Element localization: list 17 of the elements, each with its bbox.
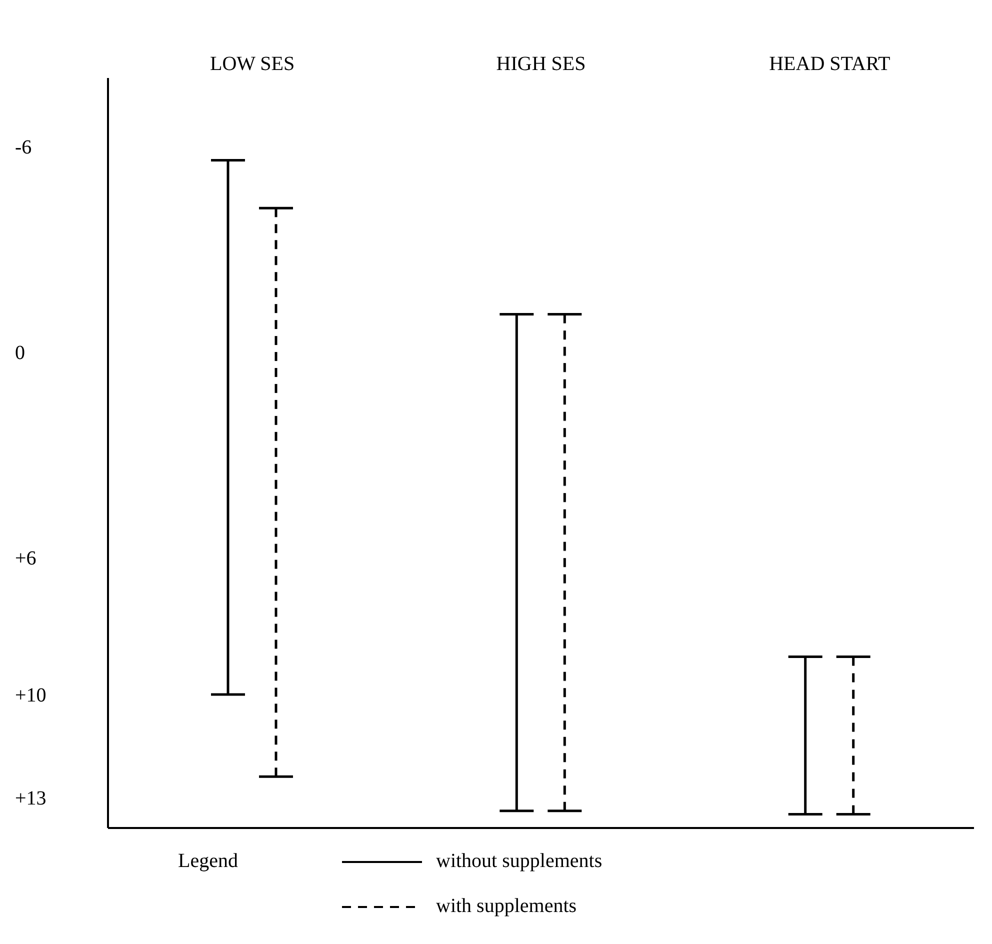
bar [515, 314, 518, 811]
x-tick-label: LOW SES [210, 53, 295, 75]
x-tick-label: HIGH SES [496, 53, 586, 75]
x-tick-label: HEAD START [769, 53, 890, 75]
legend-title: Legend [178, 850, 238, 872]
bar [563, 314, 566, 811]
bar [852, 656, 855, 814]
y-tick-label: +6 [15, 548, 36, 570]
y-tick-label: +13 [15, 787, 46, 810]
y-tick-label: +10 [15, 684, 46, 707]
y-tick-label: 0 [15, 342, 25, 364]
bar [804, 656, 807, 814]
bar [274, 208, 278, 777]
y-tick-label: -6 [15, 136, 32, 159]
legend-label: without supplements [436, 850, 604, 873]
bar [226, 160, 230, 694]
legend-label: with supplements [436, 895, 578, 918]
